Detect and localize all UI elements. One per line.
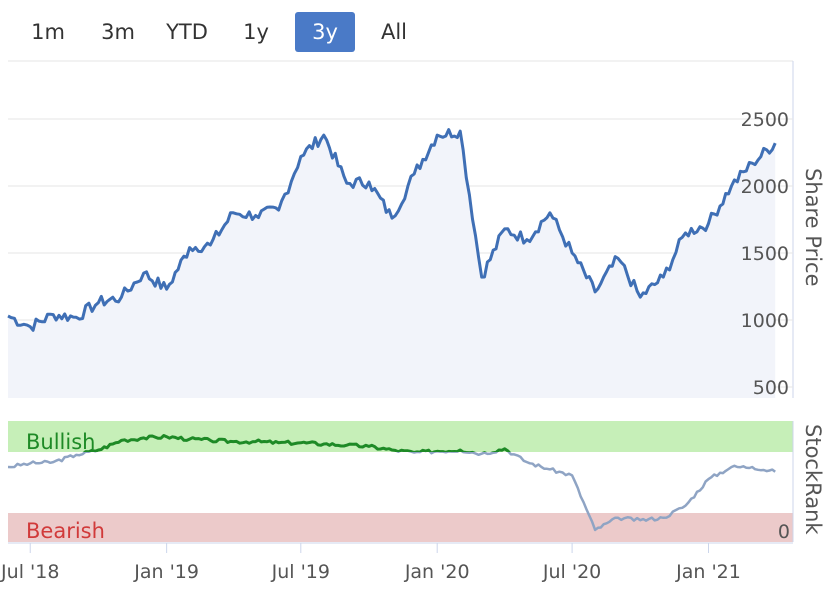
- bearish-label: Bearish: [26, 519, 105, 543]
- range-button-3m[interactable]: 3m: [101, 20, 135, 44]
- price-axis-tick-label: 2500: [741, 109, 789, 131]
- price-axis-tick-label: 1000: [741, 310, 789, 332]
- range-button-1y[interactable]: 1y: [243, 20, 269, 44]
- price-axis-tick-label: 1500: [741, 243, 789, 265]
- x-axis-tick-label: Jul '19: [271, 561, 330, 583]
- x-axis-tick-label: Jan '20: [404, 561, 470, 583]
- range-button-3y[interactable]: 3y: [295, 12, 355, 52]
- x-axis-tick-label: Jan '19: [133, 561, 199, 583]
- price-area-fill: [8, 129, 776, 398]
- range-selector: 1m 3m YTD 1y 3y All: [0, 10, 839, 54]
- price-axis-ticks: 500 1000 1500 2000 2500: [741, 109, 789, 399]
- range-button-ytd[interactable]: YTD: [166, 20, 208, 44]
- range-button-all[interactable]: All: [380, 20, 408, 44]
- price-axis-tick-label: 2000: [741, 176, 789, 198]
- rank-axis-title: StockRank: [801, 424, 825, 535]
- rank-series-line-above: [82, 434, 511, 452]
- x-axis: Jul '18 Jan '19 Jul '19 Jan '20 Jul '20 Jan '…: [0, 542, 793, 583]
- rank-panel: Bullish Bearish 0 StockRank: [7, 421, 825, 543]
- x-axis-tick-label: Jul '20: [542, 561, 601, 583]
- price-panel: 500 1000 1500 2000 2500 Share Price: [7, 60, 825, 399]
- price-series-line: [7, 128, 777, 332]
- bullish-label: Bullish: [26, 430, 95, 454]
- range-button-1m[interactable]: 1m: [31, 20, 65, 44]
- bullish-band: [8, 421, 793, 452]
- x-axis-tick-label: Jan '21: [675, 561, 741, 583]
- price-axis-tick-label: 500: [753, 377, 789, 399]
- x-axis-tick-label: Jul '18: [0, 561, 59, 583]
- rank-axis-tick-0: 0: [778, 521, 790, 543]
- price-axis-title: Share Price: [801, 168, 825, 287]
- bearish-band: [8, 513, 793, 542]
